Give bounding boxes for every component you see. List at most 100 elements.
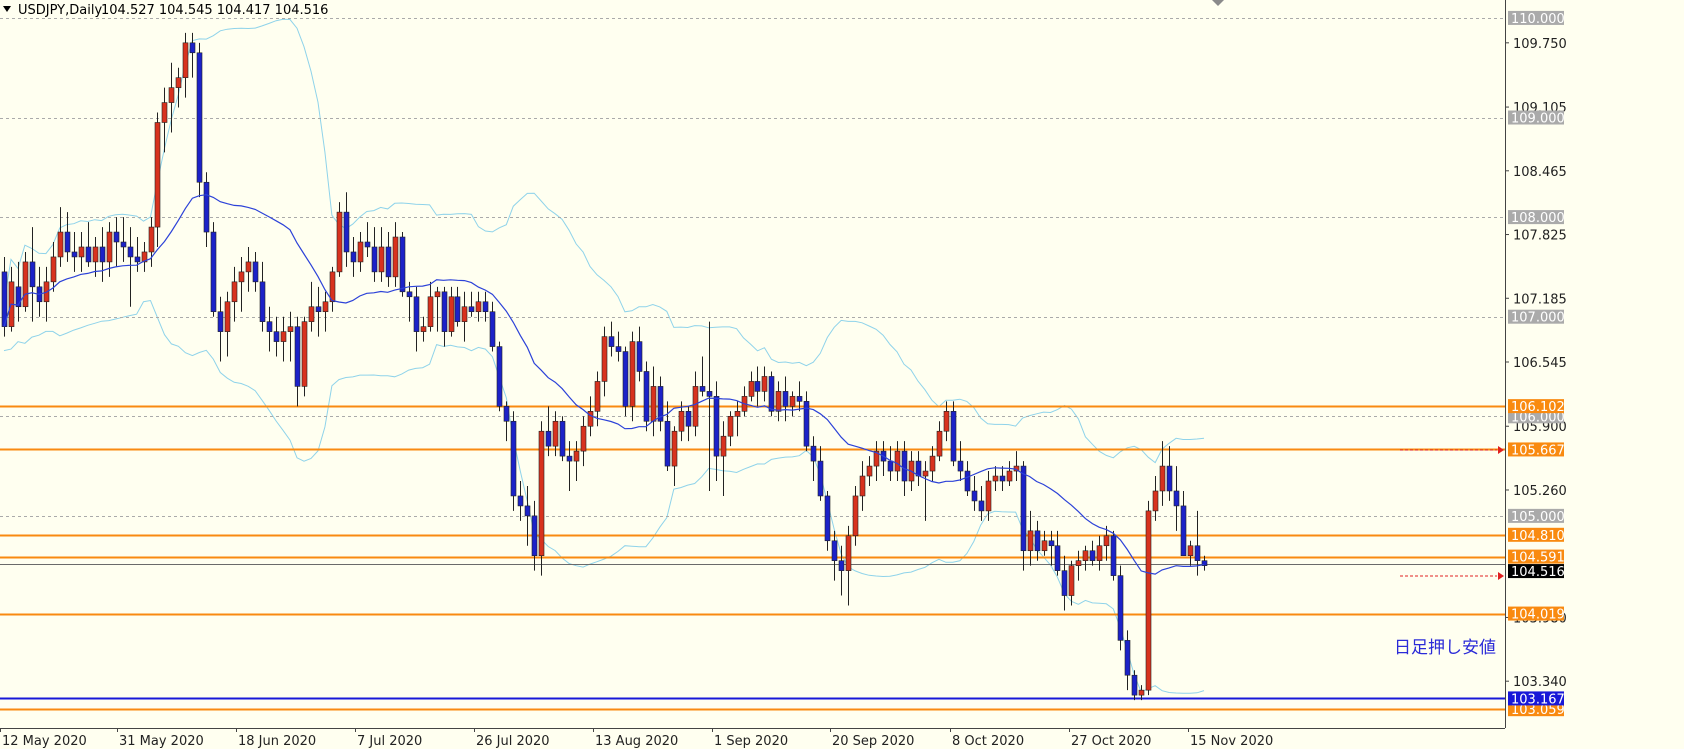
candle-body xyxy=(643,371,650,422)
candle-body xyxy=(789,396,796,407)
candle xyxy=(803,391,810,452)
candle xyxy=(978,485,985,521)
candle-body xyxy=(608,336,615,347)
candle xyxy=(1124,630,1131,691)
candle xyxy=(566,441,573,491)
orange-level-label-box xyxy=(1508,527,1564,542)
candle-body xyxy=(301,321,308,387)
dropdown-triangle-icon[interactable] xyxy=(3,6,11,12)
candle-body xyxy=(1138,689,1145,696)
candle-body xyxy=(420,326,427,332)
candle xyxy=(1048,530,1055,566)
gray-level-label-text: 108.000 xyxy=(1511,211,1565,226)
candle-body xyxy=(489,311,496,347)
candle xyxy=(454,286,461,327)
candle-body xyxy=(1152,490,1159,512)
candle xyxy=(838,545,845,596)
price-tick-label: 107.825 xyxy=(1513,229,1567,244)
candle-body xyxy=(413,296,420,332)
upper-band-line xyxy=(3,18,1205,464)
gray-level-label: 109.000 xyxy=(1508,110,1565,127)
candle-body xyxy=(231,281,238,303)
candle xyxy=(280,316,287,362)
symbol-label: USDJPY,Daily xyxy=(18,3,102,18)
candle-body xyxy=(615,346,622,352)
gray-level-label-text: 109.000 xyxy=(1511,112,1565,127)
candle xyxy=(873,441,880,482)
candle-body xyxy=(266,321,273,332)
candle xyxy=(168,62,175,133)
candle xyxy=(866,456,873,486)
candle xyxy=(734,401,741,437)
candle-body xyxy=(887,460,894,472)
note-label: 日足押し安値 xyxy=(1394,638,1496,658)
candle xyxy=(643,361,650,432)
candle-body xyxy=(406,291,413,298)
candle xyxy=(266,306,273,352)
time-tick-label: 26 Jul 2020 xyxy=(476,734,550,749)
candle xyxy=(134,237,141,272)
candle xyxy=(706,321,713,491)
candle-body xyxy=(782,391,789,407)
time-tick-label: 8 Oct 2020 xyxy=(952,734,1024,749)
target-marker xyxy=(1400,446,1504,454)
candle xyxy=(1145,500,1152,696)
candle-body xyxy=(1061,570,1068,596)
candle-body xyxy=(273,331,280,342)
candle xyxy=(594,371,601,427)
candle xyxy=(161,87,168,153)
candle xyxy=(113,217,120,267)
candle-body xyxy=(1089,550,1096,561)
candle-body xyxy=(510,420,517,497)
candle-body xyxy=(217,311,224,332)
blue-level-label: 103.167 xyxy=(1508,691,1565,707)
candle xyxy=(1201,555,1208,571)
candle-body xyxy=(817,460,824,497)
candle xyxy=(992,466,999,491)
candle xyxy=(1006,461,1013,486)
candle xyxy=(392,222,399,287)
candle-body xyxy=(650,386,657,422)
candle-body xyxy=(999,475,1006,482)
time-tick-label: 13 Aug 2020 xyxy=(595,734,678,749)
time-tick-label: 1 Sep 2020 xyxy=(714,734,788,749)
candle xyxy=(608,321,615,357)
candle-body xyxy=(99,246,106,263)
candle xyxy=(601,326,608,397)
candle xyxy=(971,476,978,511)
orange-level-label: 103.059 xyxy=(1508,702,1565,718)
candle-body xyxy=(154,122,161,228)
orange-level-label-text: 103.059 xyxy=(1511,703,1565,718)
candle xyxy=(789,391,796,417)
candle-body xyxy=(761,376,768,392)
candle-body xyxy=(15,286,22,308)
candle xyxy=(748,371,755,402)
candle xyxy=(252,251,259,292)
candle-body xyxy=(357,241,364,263)
ma-line xyxy=(3,194,1205,575)
candle-body xyxy=(496,346,503,407)
candle xyxy=(1131,670,1138,701)
candle-body xyxy=(810,445,817,462)
orange-level-label-text: 104.019 xyxy=(1511,608,1565,623)
candle xyxy=(127,227,134,307)
candle-body xyxy=(768,376,775,412)
candle-body xyxy=(224,301,231,332)
candle xyxy=(182,32,189,98)
candle-body xyxy=(824,495,831,542)
candle-body xyxy=(796,396,803,402)
orange-level-label-box xyxy=(1508,442,1564,457)
scroll-marker-icon[interactable] xyxy=(1212,0,1224,6)
candle xyxy=(141,242,148,272)
candle-body xyxy=(482,301,489,313)
stop-marker xyxy=(1400,572,1504,580)
candle-body xyxy=(657,386,664,422)
candle-body xyxy=(1194,545,1201,561)
candle-body xyxy=(734,411,741,417)
candle xyxy=(810,436,817,482)
candle xyxy=(203,172,210,247)
candle xyxy=(357,232,364,272)
candle-body xyxy=(838,560,845,571)
candle xyxy=(217,296,224,362)
